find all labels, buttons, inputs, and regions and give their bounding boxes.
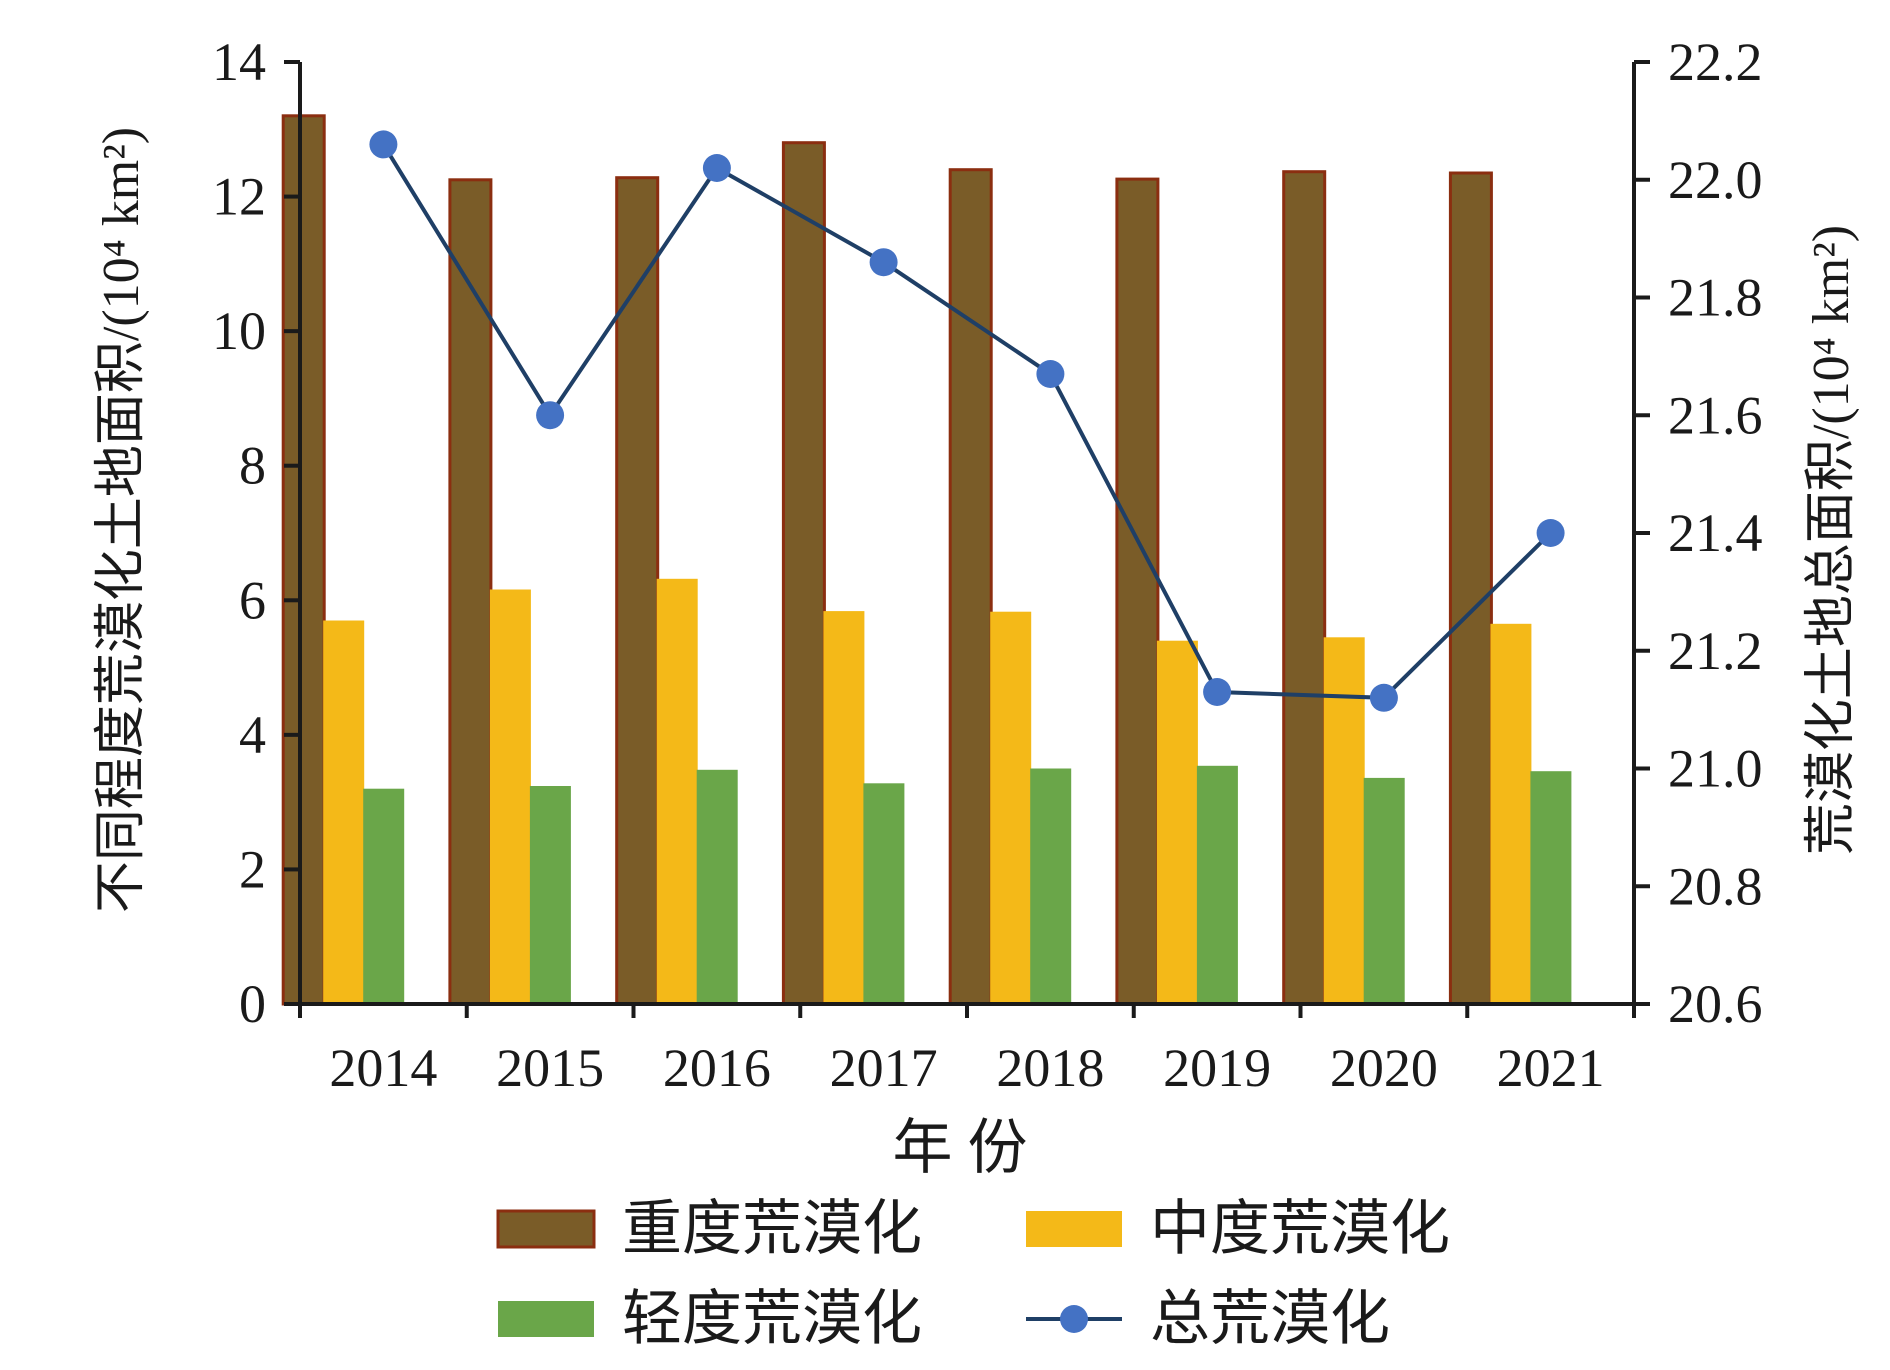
y2-tick-label: 22.0 (1668, 150, 1763, 210)
bar-2-2020 (1323, 637, 1365, 1004)
x-tick-label-2015: 2015 (496, 1038, 604, 1098)
line-layer (369, 130, 1565, 712)
point-2020 (1369, 683, 1398, 712)
bar-2-2019 (1156, 640, 1198, 1004)
y2-tick-label: 22.2 (1668, 32, 1763, 92)
bar-1-2020 (1282, 170, 1327, 1006)
y-axis-title: 不同程度荒漠化土地面积/(10⁴ km²) (93, 127, 150, 913)
x-tick-label-2020: 2020 (1330, 1038, 1438, 1098)
bar-2-2014 (323, 620, 365, 1004)
x-tick-label-2016: 2016 (663, 1038, 771, 1098)
legend-label-4: 总荒漠化 (1150, 1286, 1390, 1352)
bar-1-2015 (448, 178, 493, 1006)
y2-tick-label: 20.6 (1668, 974, 1763, 1034)
point-2017 (869, 248, 898, 277)
y2-tick-label: 20.8 (1668, 856, 1763, 916)
y2-tick-label: 21.2 (1668, 621, 1763, 681)
bar-2-2015 (489, 589, 531, 1004)
x-tick-label-2018: 2018 (996, 1038, 1104, 1098)
x-tick-label-2014: 2014 (329, 1038, 437, 1098)
bar-1-2014 (281, 114, 326, 1006)
bar-3-2014 (363, 788, 405, 1004)
bar-1-2016 (615, 176, 660, 1006)
y-tick-label: 10 (212, 301, 266, 361)
axes-layer (284, 60, 1650, 1018)
legend-label-1: 重度荒漠化 (622, 1196, 922, 1262)
bar-2-2018 (990, 611, 1032, 1004)
y2-tick-label: 21.4 (1668, 503, 1763, 563)
legend-swatch-1 (496, 1209, 596, 1249)
legend-label-3: 轻度荒漠化 (622, 1286, 922, 1352)
bar-2-2021 (1490, 623, 1532, 1004)
x-tick-label-2019: 2019 (1163, 1038, 1271, 1098)
legend-swatch-2 (1026, 1211, 1122, 1247)
bar-3-2015 (529, 786, 571, 1004)
bar-1-2019 (1115, 177, 1160, 1006)
point-2018 (1036, 360, 1065, 388)
bar-2-2017 (823, 611, 865, 1004)
y-tick-label: 12 (212, 167, 266, 227)
y2-axis-title: 荒漠化土地总面积/(10⁴ km²) (1803, 225, 1860, 855)
ticks-layer: 0 2 4 6 8 10 12 14 20.6 20.8 21.0 21.2 21.4 21.6 21.8 2… (212, 32, 1763, 1098)
y-tick-label: 0 (239, 974, 266, 1034)
legend-label-2: 中度荒漠化 (1150, 1196, 1450, 1262)
bar-3-2016 (696, 769, 738, 1004)
bar-2-2016 (656, 578, 698, 1004)
point-2019 (1203, 678, 1232, 706)
point-2021 (1536, 519, 1565, 547)
total-line (381, 143, 1553, 700)
point-2016 (702, 154, 731, 182)
bar-1-2017 (781, 141, 826, 1006)
bar-1-2018 (948, 168, 993, 1006)
x-tick-label-2017: 2017 (830, 1038, 938, 1098)
point-2015 (536, 401, 565, 430)
y-tick-label: 2 (239, 839, 266, 899)
bar-3-2021 (1530, 771, 1572, 1004)
y2-tick-label: 21.0 (1668, 739, 1763, 799)
bar-3-2018 (1030, 768, 1072, 1004)
x-axis-title: 年 份 (893, 1115, 1028, 1181)
bar-3-2020 (1363, 777, 1405, 1004)
bar-1-2021 (1448, 171, 1493, 1006)
y2-tick-label: 21.8 (1668, 268, 1763, 328)
y-tick-label: 4 (239, 705, 266, 765)
bar-3-2017 (863, 783, 905, 1004)
y-tick-label: 14 (212, 32, 266, 92)
point-2014 (369, 130, 398, 159)
x-tick-label-2021: 2021 (1497, 1038, 1605, 1098)
y-tick-label: 6 (239, 570, 266, 630)
legend-swatch-3 (498, 1301, 594, 1337)
bars-layer (281, 114, 1572, 1006)
y-tick-label: 8 (239, 436, 266, 496)
bar-3-2019 (1196, 765, 1238, 1004)
y2-tick-label: 21.6 (1668, 385, 1763, 445)
legend-swatch-marker (1060, 1305, 1088, 1333)
